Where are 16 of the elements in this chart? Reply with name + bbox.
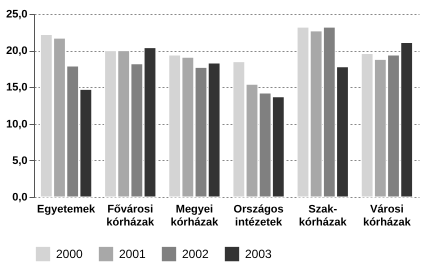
y-tick-label: 0,0 [12,192,28,204]
y-tick-label: 10,0 [6,118,28,130]
x-tick-label: Fővárosi kórházak [106,204,155,228]
x-tick-label: Városi kórházak [363,204,412,228]
y-tick-label: 5,0 [12,154,28,167]
legend-label: 2001 [119,247,146,262]
y-tick-label: 20,0 [6,45,28,58]
legend-label: 2000 [56,247,84,262]
x-tick-label: Egyetemek [37,204,96,216]
x-tick-label: Megyei kórházak [170,204,220,228]
x-tick-label: Szak-kórházak [298,204,348,228]
legend-label: 2002 [182,247,210,262]
x-tick-label: Országos intézetek [234,204,284,228]
y-tick-label: 15,0 [6,82,28,94]
legend-label: 2003 [245,247,272,262]
y-tick-label: 25,0 [6,8,28,20]
